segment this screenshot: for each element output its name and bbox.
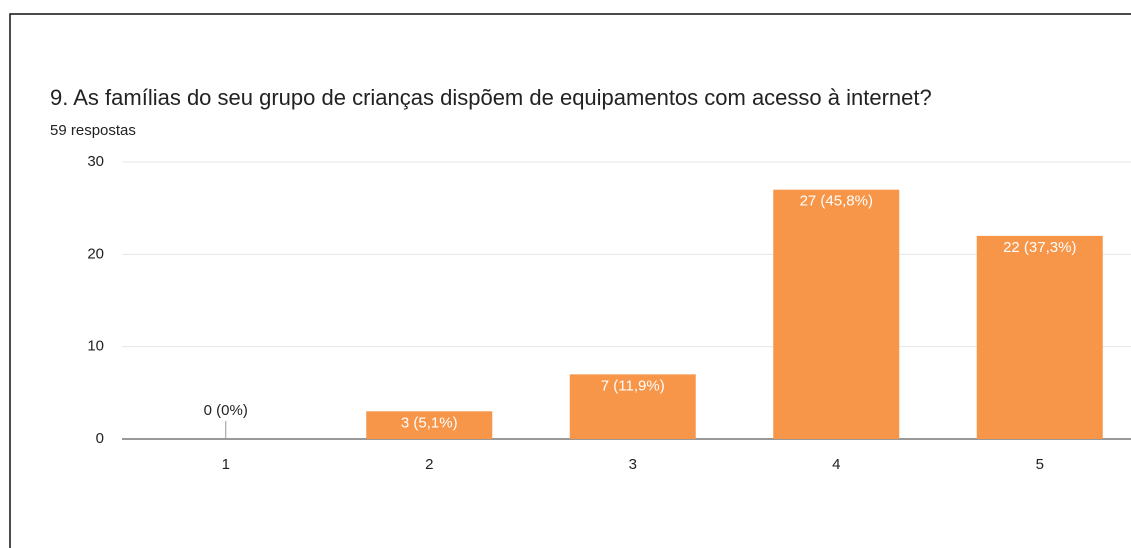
value-label: 22 (37,3%) [1003,239,1076,256]
value-label: 7 (11,9%) [601,377,665,394]
x-tick-label: 4 [832,456,840,473]
chart-subtitle: 59 respostas [50,122,136,139]
value-label: 0 (0%) [204,402,248,419]
bar [366,411,493,439]
y-tick-label: 10 [87,338,104,355]
value-label: 27 (45,8%) [800,193,873,210]
y-tick-label: 0 [96,430,104,447]
value-label: 3 (5,1%) [401,414,458,431]
x-tick-label: 2 [425,456,433,473]
bar [569,374,696,439]
x-tick-label: 1 [222,456,230,473]
x-tick-label: 3 [629,456,637,473]
bar [976,235,1103,439]
card-border [9,13,1131,548]
y-tick-label: 20 [87,245,104,262]
x-tick-label: 5 [1036,456,1044,473]
bar [773,189,900,439]
chart-title: 9. As famílias do seu grupo de crianças … [50,85,932,110]
y-tick-label: 30 [87,153,104,170]
